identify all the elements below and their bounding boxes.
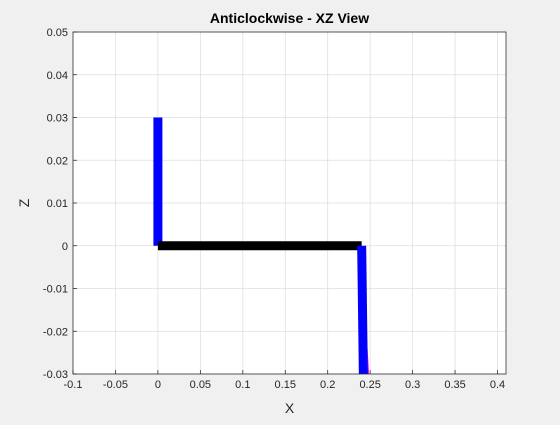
series-group	[153, 117, 370, 374]
series-line-5	[357, 245, 368, 374]
x-tick-label: 0.2	[320, 379, 335, 391]
x-tick-label: 0.1	[235, 379, 250, 391]
y-tick-label: 0.02	[47, 155, 68, 167]
x-tick-label: 0.3	[405, 379, 420, 391]
x-tick-label: 0.25	[359, 379, 380, 391]
x-tick-label: 0	[155, 379, 161, 391]
x-tick-label: 0.35	[444, 379, 465, 391]
y-tick-label: 0.05	[47, 27, 68, 39]
x-tick-label: 0.05	[190, 379, 211, 391]
y-axis-label: Z	[16, 198, 32, 207]
x-tick-label: 0.4	[490, 379, 505, 391]
y-tick-label: 0.03	[47, 113, 68, 125]
x-tick-label: 0.15	[275, 379, 296, 391]
y-tick-label: -0.01	[43, 284, 68, 296]
y-tick-label: 0	[62, 241, 68, 253]
x-tick-label: -0.05	[103, 379, 128, 391]
y-tick-label: -0.02	[43, 326, 68, 338]
y-tick-label: 0.04	[47, 70, 68, 82]
y-tick-label: -0.03	[43, 369, 68, 381]
x-axis-label: X	[285, 400, 295, 416]
x-ticks: -0.1 -0.05 0 0.05 0.1 0.15 0.2 0.25 0.3 0.35 0.4	[64, 370, 505, 391]
chart-title: Anticlockwise - XZ View	[210, 10, 369, 26]
y-ticks: -0.03 -0.02 -0.01 0 0.01 0.02 0.03 0.04 0.05	[43, 27, 77, 381]
y-tick-label: 0.01	[47, 198, 68, 210]
x-tick-label: -0.1	[64, 379, 83, 391]
